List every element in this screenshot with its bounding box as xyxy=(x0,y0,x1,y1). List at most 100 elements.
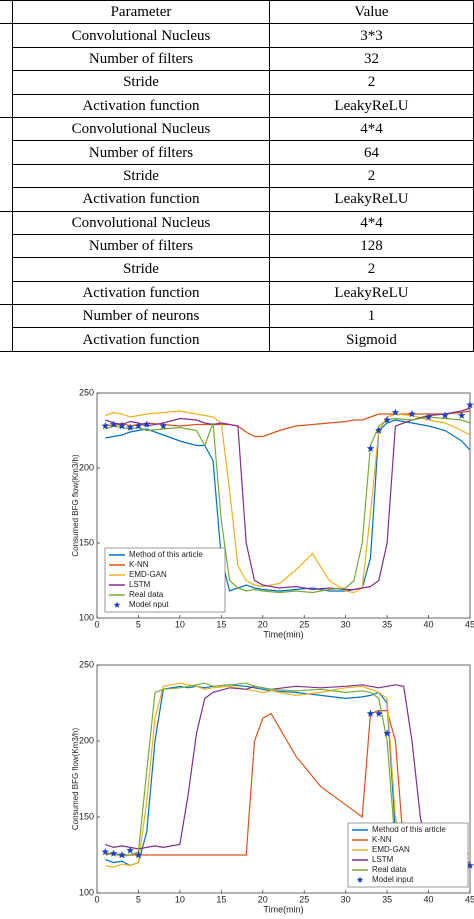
value-cell: 4*4 xyxy=(269,116,474,142)
x-tick-label: 20 xyxy=(258,619,268,629)
value-cell: LeakyReLU xyxy=(269,187,474,212)
y-tick-label: 200 xyxy=(79,462,94,472)
table-row: Convolutional Nucleus 4*4 xyxy=(0,116,474,212)
star-marker xyxy=(366,709,375,717)
value-cell: 64 xyxy=(269,140,474,165)
param-cell: Parameter xyxy=(12,0,270,25)
table-row: Activation function Sigmoid xyxy=(0,327,474,352)
star-marker xyxy=(142,420,151,428)
y-tick-label: 200 xyxy=(79,735,94,745)
legend-label: EMD-GAN xyxy=(129,570,167,579)
legend-label: EMD-GAN xyxy=(372,845,410,854)
y-tick-label: 150 xyxy=(79,537,94,547)
param-cell: Activation function xyxy=(12,187,270,212)
x-tick-label: 35 xyxy=(382,619,392,629)
value-cell: 2 xyxy=(269,70,474,95)
star-marker xyxy=(375,426,383,434)
x-axis-label: Time(min) xyxy=(263,629,303,639)
x-tick-label: 45 xyxy=(465,619,474,629)
group-cell xyxy=(0,304,13,352)
legend-star xyxy=(113,601,121,608)
y-tick-label: 250 xyxy=(79,659,94,669)
legend-label: K-NN xyxy=(129,560,149,569)
series-line xyxy=(105,416,471,594)
value-cell: 3*3 xyxy=(269,23,474,48)
x-tick-label: 25 xyxy=(299,619,309,629)
table-row: Activation function LeakyReLU xyxy=(0,187,474,212)
x-tick-label: 15 xyxy=(216,894,226,904)
param-cell: Activation function xyxy=(12,327,270,352)
param-cell: Activation function xyxy=(12,93,270,118)
table-row: Number of filters 32 xyxy=(0,46,474,72)
value-cell: 2 xyxy=(269,257,474,282)
legend-label: Model nput xyxy=(129,600,169,609)
param-cell: Convolutional Nucleus xyxy=(12,23,270,48)
value-cell: 128 xyxy=(269,233,474,259)
param-cell: Activation function xyxy=(12,280,270,306)
x-tick-label: 30 xyxy=(341,619,351,629)
group-cell xyxy=(0,116,13,212)
table-row: Activation function LeakyReLU xyxy=(0,280,474,306)
star-marker xyxy=(118,422,126,430)
y-axis-label: Consumed BFG flow(Km3/h) xyxy=(71,728,80,831)
x-tick-label: 45 xyxy=(465,894,474,904)
table-row: Number of neurons 1 xyxy=(0,304,474,352)
legend-label: Model input xyxy=(372,875,414,884)
param-cell: Stride xyxy=(12,163,270,189)
value-cell: 1 xyxy=(269,304,474,329)
y-tick-label: 100 xyxy=(79,887,94,897)
x-tick-label: 0 xyxy=(94,619,99,629)
x-tick-label: 5 xyxy=(136,619,141,629)
table-row: Activation function LeakyReLU xyxy=(0,93,474,118)
star-marker xyxy=(424,413,433,421)
y-tick-label: 100 xyxy=(79,612,94,622)
star-marker xyxy=(408,410,416,418)
star-marker xyxy=(441,411,449,419)
group-cell xyxy=(0,0,13,25)
star-marker xyxy=(383,729,391,737)
param-cell: Stride xyxy=(12,70,270,95)
header-row: Parameter Value xyxy=(0,0,474,25)
star-marker xyxy=(375,709,383,717)
y-tick-label: 150 xyxy=(79,811,94,821)
star-marker xyxy=(126,846,134,854)
param-cell: Number of neurons xyxy=(12,304,270,329)
series-line xyxy=(105,410,471,594)
star-marker xyxy=(383,416,391,424)
star-marker xyxy=(134,851,143,859)
x-tick-label: 25 xyxy=(299,894,309,904)
x-tick-label: 10 xyxy=(175,894,185,904)
param-cell: Number of filters xyxy=(12,233,270,259)
group-cell xyxy=(0,210,13,306)
x-tick-label: 40 xyxy=(424,894,434,904)
value-cell: LeakyReLU xyxy=(269,280,474,306)
table-row: Convolutional Nucleus 4*4 xyxy=(0,210,474,306)
series-line xyxy=(105,410,471,438)
table-row: Stride 2 xyxy=(0,163,474,189)
table-row: Number of filters 128 xyxy=(0,233,474,259)
x-tick-label: 0 xyxy=(94,894,99,904)
param-cell: Convolutional Nucleus xyxy=(12,210,270,235)
group-cell xyxy=(0,23,13,118)
legend-label: Real data xyxy=(129,590,164,599)
star-marker xyxy=(466,861,474,869)
x-tick-label: 35 xyxy=(382,894,392,904)
legend-star xyxy=(356,876,364,883)
legend-box xyxy=(347,822,469,888)
value-cell: LeakyReLU xyxy=(269,93,474,118)
value-cell: 4*4 xyxy=(269,210,474,235)
star-marker xyxy=(118,851,126,859)
star-marker xyxy=(391,408,400,416)
x-tick-label: 40 xyxy=(424,619,434,629)
x-tick-label: 15 xyxy=(216,619,226,629)
legend-label: Method of this article xyxy=(129,550,203,559)
table-row: Number of filters 64 xyxy=(0,140,474,165)
x-tick-label: 10 xyxy=(175,619,185,629)
star-marker xyxy=(457,411,466,419)
charts: 0 5 10 15 20 25 30 35 40 45100150200250Time(min)C… xyxy=(71,387,474,914)
star-marker xyxy=(109,849,118,857)
param-cell: Number of filters xyxy=(12,140,270,165)
star-marker xyxy=(126,423,134,431)
table-row: Stride 2 xyxy=(0,70,474,95)
